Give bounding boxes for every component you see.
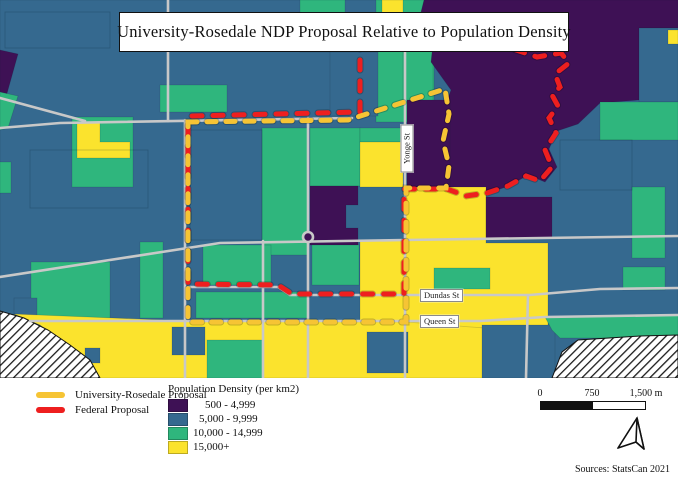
scale-tick-1500: 1,500 m <box>629 388 663 399</box>
legend-density-heading: Population Density (per km2) <box>168 383 300 395</box>
map-region <box>261 127 309 256</box>
legend-label: Federal Proposal <box>75 403 150 416</box>
ur-proposal-dash-icon <box>36 391 65 398</box>
map-region <box>622 266 666 291</box>
road-college <box>0 234 678 279</box>
map-region <box>544 314 678 339</box>
scale-tick-750: 750 <box>584 388 600 399</box>
legend-item-density-3: 10,000 - 14,999 <box>168 426 299 440</box>
map-region <box>485 196 553 239</box>
density-swatch-3 <box>168 426 188 440</box>
map-region <box>631 186 666 259</box>
scale-tick-0: 0 <box>537 388 543 399</box>
legend-label: 15,000+ <box>193 441 230 453</box>
density-swatch-4 <box>168 440 188 454</box>
legend-label: 10,000 - 14,999 <box>193 427 263 439</box>
map-region <box>171 326 206 356</box>
map-region <box>366 331 409 374</box>
scale-bar-empty-segment <box>593 402 645 409</box>
map-region <box>311 244 360 286</box>
water-hatch-southeast <box>551 334 678 378</box>
federal-proposal-dash-icon <box>36 406 65 413</box>
block-outline <box>29 149 149 209</box>
legend-item-density-2: 5,000 - 9,999 <box>168 412 299 426</box>
scale-bar: 0 750 1,500 m <box>528 388 663 410</box>
ur-proposal-boundary <box>185 85 452 325</box>
map-region <box>309 127 361 187</box>
water-hatch-southwest <box>0 310 101 378</box>
map-region <box>402 43 434 103</box>
block-outline <box>559 139 633 191</box>
map-region <box>359 127 404 143</box>
roundabout-marker <box>301 230 315 244</box>
map-region <box>0 161 12 194</box>
street-label-dundas-text: Dundas St <box>424 290 460 300</box>
map-canvas: University-Rosedale NDP Proposal Relativ… <box>0 0 678 378</box>
legend-proposals: University-Rosedale Proposal Federal Pro… <box>36 387 207 417</box>
street-label-yonge: Yonge St <box>400 124 414 173</box>
legend-label: University-Rosedale Proposal <box>75 388 207 401</box>
road-church <box>524 293 530 378</box>
map-region <box>359 141 404 188</box>
north-arrow-icon <box>610 415 650 464</box>
map-title: University-Rosedale NDP Proposal Relativ… <box>117 12 571 52</box>
map-region <box>433 267 491 290</box>
street-label-yonge-text: Yonge St <box>401 132 412 165</box>
map-region <box>329 51 379 117</box>
choropleth-map <box>0 0 678 378</box>
legend-item-federal-proposal: Federal Proposal <box>36 402 207 417</box>
map-title-text: University-Rosedale NDP Proposal Relativ… <box>117 22 571 41</box>
legend-label: 5,000 - 9,999 <box>199 413 258 425</box>
street-label-queen: Queen St <box>420 315 460 328</box>
map-region <box>159 84 228 113</box>
scale-bar-filled-segment <box>541 402 593 409</box>
road-davenport <box>0 96 87 123</box>
map-region <box>139 241 164 319</box>
legend-label: 500 - 4,999 <box>205 399 256 411</box>
legend-item-ur-proposal: University-Rosedale Proposal <box>36 387 207 402</box>
map-region <box>667 29 678 45</box>
map-region <box>599 101 678 141</box>
map-region <box>206 339 264 378</box>
density-swatch-2 <box>168 412 188 426</box>
map-region <box>202 244 272 286</box>
map-region <box>481 324 556 378</box>
scale-bar-graphic <box>540 401 646 410</box>
block-outline <box>4 11 111 49</box>
scale-bar-ticks: 0 750 1,500 m <box>528 388 663 400</box>
street-label-dundas: Dundas St <box>420 289 464 302</box>
street-label-queen-text: Queen St <box>424 316 456 326</box>
legend-item-density-1: 500 - 4,999 <box>168 398 299 412</box>
density-swatch-1 <box>168 398 188 412</box>
legend-density: Population Density (per km2) 500 - 4,999… <box>168 383 299 454</box>
legend-item-density-4: 15,000+ <box>168 440 299 454</box>
source-credit: Sources: StatsCan 2021 <box>575 464 670 475</box>
federal-proposal-boundary <box>185 15 573 297</box>
map-region <box>359 239 407 323</box>
